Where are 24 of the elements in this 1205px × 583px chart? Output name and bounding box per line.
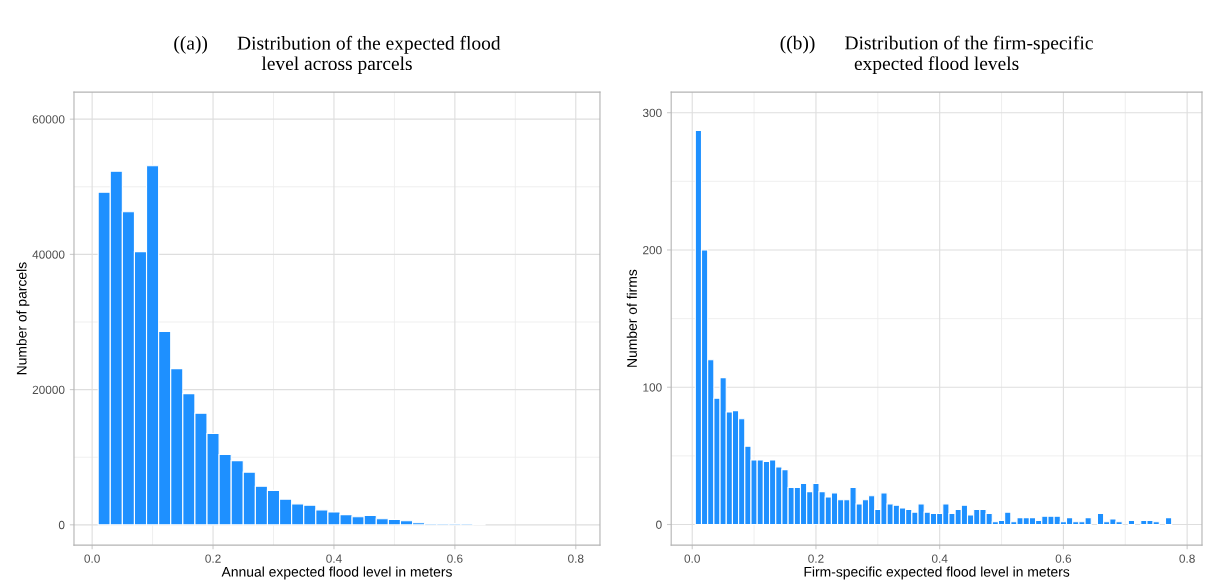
chart-title: ((a)) Distribution of the expected flood level across parcels xyxy=(174,35,501,75)
x-tick-label: 0.2 xyxy=(808,554,824,563)
x-tick-label: 0.8 xyxy=(568,554,584,563)
y-axis-title: Number of firms xyxy=(626,269,637,367)
x-axis-title: Annual expected flood level in meters xyxy=(221,566,452,580)
y-tick-label: 0 xyxy=(58,520,65,530)
x-tick-label: 0.0 xyxy=(84,554,100,563)
y-tick-label: 20000 xyxy=(32,385,65,394)
x-tick-label: 0.2 xyxy=(205,554,221,563)
y-tick-label: 200 xyxy=(643,246,662,255)
y-tick-label: 60000 xyxy=(32,115,65,124)
x-tick-label: 0.0 xyxy=(684,554,700,563)
chart-title: ((b)) Distribution of the firm-specific expected flood levels xyxy=(780,35,1093,75)
y-tick-label: 300 xyxy=(642,108,662,118)
y-axis-title: Number of parcels xyxy=(16,262,30,375)
x-tick-label: 0.8 xyxy=(1179,554,1195,563)
x-tick-label: 0.6 xyxy=(1055,554,1072,563)
x-tick-label: 0.4 xyxy=(326,554,342,563)
x-tick-label: 0.4 xyxy=(931,554,948,563)
y-tick-label: 0 xyxy=(656,520,662,529)
x-tick-label: 0.6 xyxy=(447,554,463,563)
x-axis-title: Firm-specific expected flood level in meters xyxy=(804,566,1070,580)
y-tick-label: 100 xyxy=(643,383,662,392)
y-tick-label: 40000 xyxy=(32,250,65,259)
